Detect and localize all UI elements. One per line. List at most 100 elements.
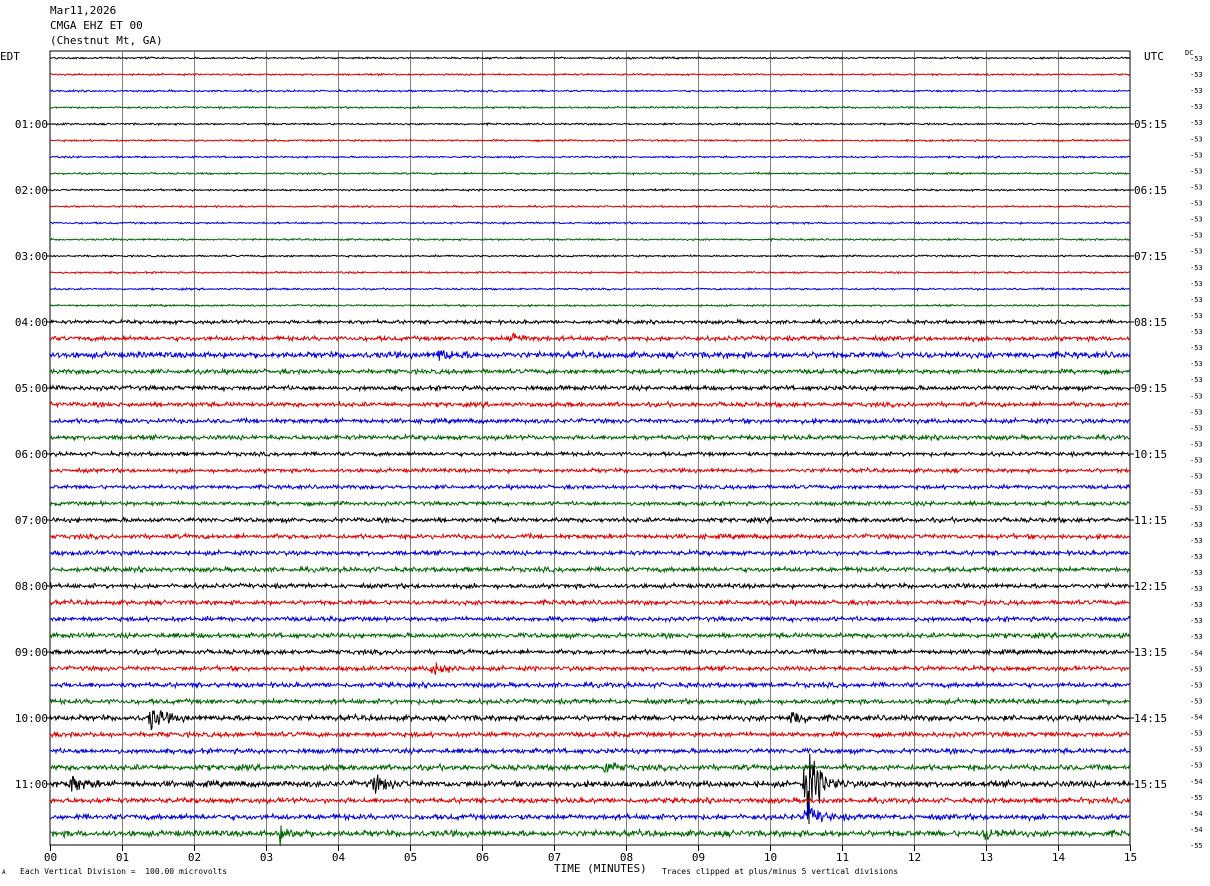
trace-30 xyxy=(49,548,1131,558)
dc-offset-label: -53 xyxy=(1190,457,1203,465)
dc-offset-label: -53 xyxy=(1190,617,1203,625)
dc-offset-label: -53 xyxy=(1190,408,1203,416)
trace-35 xyxy=(49,630,1131,641)
trace-20 xyxy=(49,383,1131,393)
trace-24 xyxy=(49,449,1131,459)
trace-9 xyxy=(49,204,1131,209)
trace-28 xyxy=(49,515,1131,525)
left-timezone-label: EDT xyxy=(0,50,20,63)
x-tick-label: 01 xyxy=(116,851,129,864)
dc-offset-label: -53 xyxy=(1190,697,1203,705)
x-tick-label: 08 xyxy=(620,851,633,864)
dc-offset-label: -53 xyxy=(1190,200,1203,208)
trace-19 xyxy=(49,367,1131,376)
trace-23 xyxy=(49,432,1131,442)
left-hour-label: 01:00 xyxy=(15,118,48,131)
header-station: CMGA EHZ ET 00 xyxy=(50,19,143,32)
trace-46 xyxy=(49,802,1131,823)
dc-offset-label: -53 xyxy=(1190,665,1203,673)
dc-offset-label: -53 xyxy=(1190,553,1203,561)
x-tick-label: 12 xyxy=(908,851,921,864)
dc-offset-label: -53 xyxy=(1190,71,1203,79)
dc-offset-label: -54 xyxy=(1190,714,1203,722)
dc-label: DC xyxy=(1185,49,1194,57)
trace-group xyxy=(49,55,1131,847)
trace-26 xyxy=(49,482,1131,492)
dc-offset-label: -55 xyxy=(1190,842,1203,850)
left-hour-label: 11:00 xyxy=(15,778,48,791)
trace-15 xyxy=(50,303,1131,308)
trace-43 xyxy=(49,761,1131,774)
dc-offset-label: -53 xyxy=(1190,521,1203,529)
dc-offset-label: -54 xyxy=(1190,649,1203,657)
dc-offset-label: -53 xyxy=(1190,264,1203,272)
x-tick-label: 15 xyxy=(1124,851,1137,864)
trace-37 xyxy=(49,662,1131,675)
left-hour-label: 03:00 xyxy=(15,250,48,263)
dc-offset-label: -53 xyxy=(1190,473,1203,481)
trace-11 xyxy=(49,237,1131,242)
right-hour-label: 09:15 xyxy=(1134,382,1167,395)
trace-39 xyxy=(49,696,1131,707)
dc-offset-label: -53 xyxy=(1190,119,1203,127)
dc-offset-label: -53 xyxy=(1190,344,1203,352)
dc-offset-label: -53 xyxy=(1190,296,1203,304)
trace-34 xyxy=(49,614,1131,624)
dc-offset-label: -55 xyxy=(1190,794,1203,802)
dc-offset-label: -53 xyxy=(1190,376,1203,384)
left-hour-label: 09:00 xyxy=(15,646,48,659)
trace-47 xyxy=(49,825,1131,847)
trace-22 xyxy=(49,416,1131,426)
right-hour-label: 13:15 xyxy=(1134,646,1167,659)
right-hour-label: 05:15 xyxy=(1134,118,1167,131)
x-tick-label: 07 xyxy=(548,851,561,864)
right-hour-label: 06:15 xyxy=(1134,184,1167,197)
right-hour-label: 15:15 xyxy=(1134,778,1167,791)
right-timezone-label: UTC xyxy=(1144,50,1164,63)
dc-offset-label: -53 xyxy=(1190,280,1203,288)
x-tick-label: 00 xyxy=(44,851,57,864)
clip-note: Traces clipped at plus/minus 5 vertical … xyxy=(662,867,899,876)
trace-1 xyxy=(49,72,1131,77)
header-date: Mar11,2026 xyxy=(50,4,117,17)
trace-0 xyxy=(49,55,1131,61)
dc-offset-label: -53 xyxy=(1190,730,1203,738)
dc-offset-label: -53 xyxy=(1190,151,1203,159)
x-axis-title: TIME (MINUTES) xyxy=(554,862,647,875)
dc-offset-label: -53 xyxy=(1190,248,1203,256)
dc-offset-label: -53 xyxy=(1190,312,1203,320)
left-hour-label: 04:00 xyxy=(15,316,48,329)
dc-offset-label: -53 xyxy=(1190,167,1203,175)
right-hour-label: 08:15 xyxy=(1134,316,1167,329)
trace-31 xyxy=(49,564,1131,575)
dc-offset-label: -53 xyxy=(1190,216,1203,224)
left-hour-label: 02:00 xyxy=(15,184,48,197)
trace-45 xyxy=(49,795,1131,806)
left-hour-label: 05:00 xyxy=(15,382,48,395)
dc-offset-label: -53 xyxy=(1190,87,1203,95)
dc-offset-label: -54 xyxy=(1190,810,1203,818)
dc-offset-label: -53 xyxy=(1190,424,1203,432)
dc-offset-label: -53 xyxy=(1190,633,1203,641)
dc-offset-label: -53 xyxy=(1190,537,1203,545)
trace-36 xyxy=(49,647,1131,657)
x-tick-label: 10 xyxy=(764,851,777,864)
x-tick-label: 11 xyxy=(836,851,849,864)
trace-40 xyxy=(49,709,1131,731)
trace-3 xyxy=(49,105,1131,110)
dc-offset-label: -53 xyxy=(1190,601,1203,609)
dc-offset-label: -53 xyxy=(1190,505,1203,513)
right-hour-label: 10:15 xyxy=(1134,448,1167,461)
scale-note: Each Vertical Division = 100.00 microvol… xyxy=(20,867,228,876)
plot-grid xyxy=(46,50,1134,851)
right-hour-label: 14:15 xyxy=(1134,712,1167,725)
trace-29 xyxy=(49,531,1131,541)
x-tick-label: 06 xyxy=(476,851,489,864)
x-tick-label: 09 xyxy=(692,851,705,864)
trace-42 xyxy=(49,746,1131,756)
trace-4 xyxy=(49,122,1131,127)
x-tick-label: 05 xyxy=(404,851,417,864)
trace-8 xyxy=(49,187,1131,193)
right-hour-label: 11:15 xyxy=(1134,514,1167,527)
